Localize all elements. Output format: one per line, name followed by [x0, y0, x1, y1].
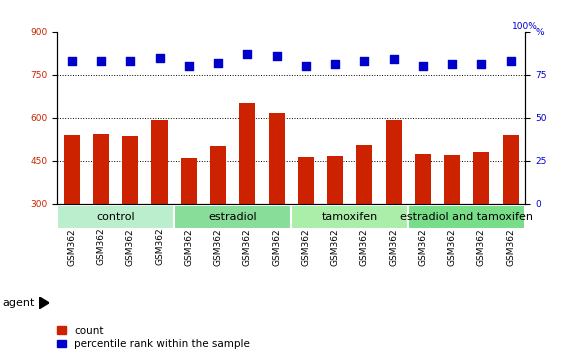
Bar: [356, 145, 372, 204]
Text: tamoxifen: tamoxifen: [321, 212, 378, 222]
Text: control: control: [96, 212, 135, 222]
Bar: [291, 205, 408, 229]
Bar: [64, 135, 80, 204]
Point: [96, 58, 106, 64]
Legend: count, percentile rank within the sample: count, percentile rank within the sample: [57, 326, 250, 349]
Bar: [408, 205, 525, 229]
Point: [155, 55, 164, 61]
Text: estradiol and tamoxifen: estradiol and tamoxifen: [400, 212, 533, 222]
Point: [360, 58, 369, 64]
Bar: [93, 134, 109, 204]
Bar: [57, 205, 174, 229]
Bar: [327, 156, 343, 204]
Text: agent: agent: [3, 298, 35, 308]
Point: [67, 58, 77, 64]
Bar: [239, 103, 255, 204]
Polygon shape: [39, 297, 49, 309]
Bar: [151, 120, 167, 204]
Point: [184, 63, 194, 69]
Bar: [122, 136, 138, 204]
Bar: [268, 113, 284, 204]
Bar: [210, 146, 226, 204]
Point: [477, 62, 486, 67]
Bar: [415, 154, 431, 204]
Point: [506, 58, 515, 64]
Bar: [473, 152, 489, 204]
Point: [331, 62, 340, 67]
Bar: [298, 157, 314, 204]
Bar: [444, 155, 460, 204]
Point: [126, 58, 135, 64]
Point: [301, 63, 311, 69]
Point: [389, 57, 398, 62]
Bar: [181, 158, 197, 204]
Bar: [502, 135, 518, 204]
Point: [419, 63, 428, 69]
Point: [448, 62, 457, 67]
Text: estradiol: estradiol: [208, 212, 257, 222]
Text: 100%: 100%: [512, 22, 538, 31]
Point: [272, 53, 281, 59]
Bar: [174, 205, 291, 229]
Point: [214, 60, 223, 65]
Bar: [385, 120, 401, 204]
Point: [243, 51, 252, 57]
